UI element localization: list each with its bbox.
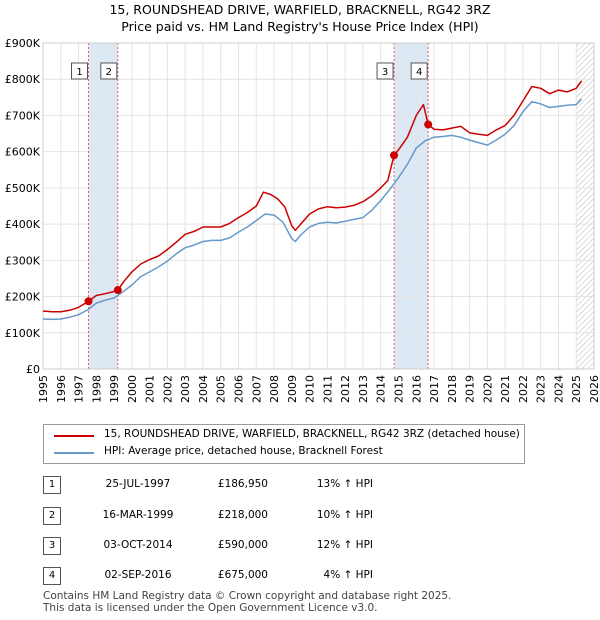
y-tick-label: £600K [5, 146, 41, 159]
sale-date: 02-SEP-2016 [104, 569, 172, 581]
sale-date: 03-OCT-2014 [103, 539, 173, 551]
sale-label-number-4: 4 [416, 67, 422, 78]
legend-hpi-label: HPI: Average price, detached house, Brac… [104, 445, 383, 457]
sale-date: 16-MAR-1999 [102, 509, 174, 521]
sale-label-number-3: 3 [382, 67, 388, 78]
y-tick-label: £0 [26, 363, 40, 376]
y-tick-label: £200K [5, 291, 41, 304]
y-tick-label: £300K [5, 254, 41, 267]
x-tick-label: 2004 [197, 375, 210, 403]
sale-point-4 [424, 120, 433, 129]
sale-label-box-3 [376, 62, 394, 80]
sale-number-badge: 2 [43, 507, 61, 525]
x-tick-label: 2002 [161, 375, 174, 403]
x-tick-label: 2024 [552, 375, 565, 403]
x-tick-label: 2026 [588, 375, 600, 403]
hpi-line [42, 98, 583, 321]
x-tick-label: 2008 [268, 375, 281, 403]
x-tick-label: 1998 [90, 375, 103, 403]
sale-number-badge: 4 [43, 567, 61, 585]
x-tick-label: 2014 [375, 375, 388, 403]
x-tick-label: 2025 [570, 375, 583, 403]
x-tick-label: 2018 [446, 375, 459, 403]
y-tick-label: £500K [5, 182, 41, 195]
sale-label-box-4 [410, 62, 428, 80]
x-tick-label: 2000 [126, 375, 139, 403]
x-tick-label: 2013 [357, 375, 370, 403]
x-tick-label: 2020 [481, 375, 494, 403]
y-tick-label: £400K [5, 218, 41, 231]
sale-price: £675,000 [217, 569, 268, 581]
sale-number-badge: 3 [43, 537, 61, 555]
sale-label-number-2: 2 [106, 67, 112, 78]
y-tick-label: £700K [5, 109, 41, 122]
x-tick-label: 2019 [464, 375, 477, 403]
footer-copyright: Contains HM Land Registry data © Crown c… [43, 590, 452, 602]
sale-period-band-1 [88, 43, 118, 369]
sale-price: £186,950 [217, 478, 268, 490]
x-tick-label: 2003 [179, 375, 192, 403]
chart-subtitle: Price paid vs. HM Land Registry's House … [121, 19, 479, 34]
price-paid-line [42, 80, 583, 313]
sale-date: 25-JUL-1997 [105, 478, 171, 490]
x-tick-label: 1995 [37, 375, 50, 403]
sale-period-band-2 [394, 43, 429, 369]
x-tick-label: 2012 [339, 375, 352, 403]
x-tick-label: 2021 [499, 375, 512, 403]
x-tick-label: 2010 [304, 375, 317, 403]
x-tick-label: 2007 [250, 375, 263, 403]
x-tick-label: 2001 [144, 375, 157, 403]
chart-title: 15, ROUNDSHEAD DRIVE, WARFIELD, BRACKNEL… [109, 2, 491, 17]
x-tick-label: 1996 [55, 375, 68, 403]
sale-point-2 [113, 286, 122, 295]
sale-label-number-1: 1 [76, 67, 82, 78]
x-tick-label: 2016 [410, 375, 423, 403]
chart-legend: 15, ROUNDSHEAD DRIVE, WARFIELD, BRACKNEL… [43, 424, 525, 464]
sale-number-badge: 1 [43, 476, 61, 494]
sale-hpi-change: 13% ↑ HPI [316, 478, 373, 490]
y-tick-label: £900K [5, 37, 41, 50]
x-tick-label: 1999 [108, 375, 121, 403]
price-chart: 1 2 3 4 £0 £100K £200K £300K £400K £500K £600K £700… [5, 37, 600, 403]
sale-hpi-change: 4% ↑ HPI [323, 569, 373, 581]
sale-label-box-2 [100, 62, 118, 80]
legend-price-line [54, 435, 94, 437]
x-tick-label: 2006 [233, 375, 246, 403]
x-tick-label: 2015 [392, 375, 405, 403]
x-tick-label: 2023 [535, 375, 548, 403]
sale-label-box-1 [71, 62, 89, 80]
legend-hpi-line [54, 452, 94, 454]
y-tick-label: £800K [5, 73, 41, 86]
sale-hpi-change: 12% ↑ HPI [316, 539, 373, 551]
plot-area-border [42, 42, 595, 370]
x-tick-label: 2005 [215, 375, 228, 403]
x-tick-label: 1997 [73, 375, 86, 403]
x-tick-label: 2009 [286, 375, 299, 403]
forecast-hatch-region [576, 43, 594, 369]
sale-price: £218,000 [217, 509, 268, 521]
x-tick-label: 2022 [517, 375, 530, 403]
sale-hpi-change: 10% ↑ HPI [316, 509, 373, 521]
x-tick-label: 2017 [428, 375, 441, 403]
footer-licence: This data is licensed under the Open Gov… [43, 602, 378, 614]
sale-price: £590,000 [217, 539, 268, 551]
sale-point-3 [390, 151, 399, 160]
legend-price-label: 15, ROUNDSHEAD DRIVE, WARFIELD, BRACKNEL… [104, 428, 520, 440]
y-tick-label: £100K [5, 327, 41, 340]
x-tick-label: 2011 [321, 375, 334, 403]
sale-point-1 [84, 297, 93, 306]
